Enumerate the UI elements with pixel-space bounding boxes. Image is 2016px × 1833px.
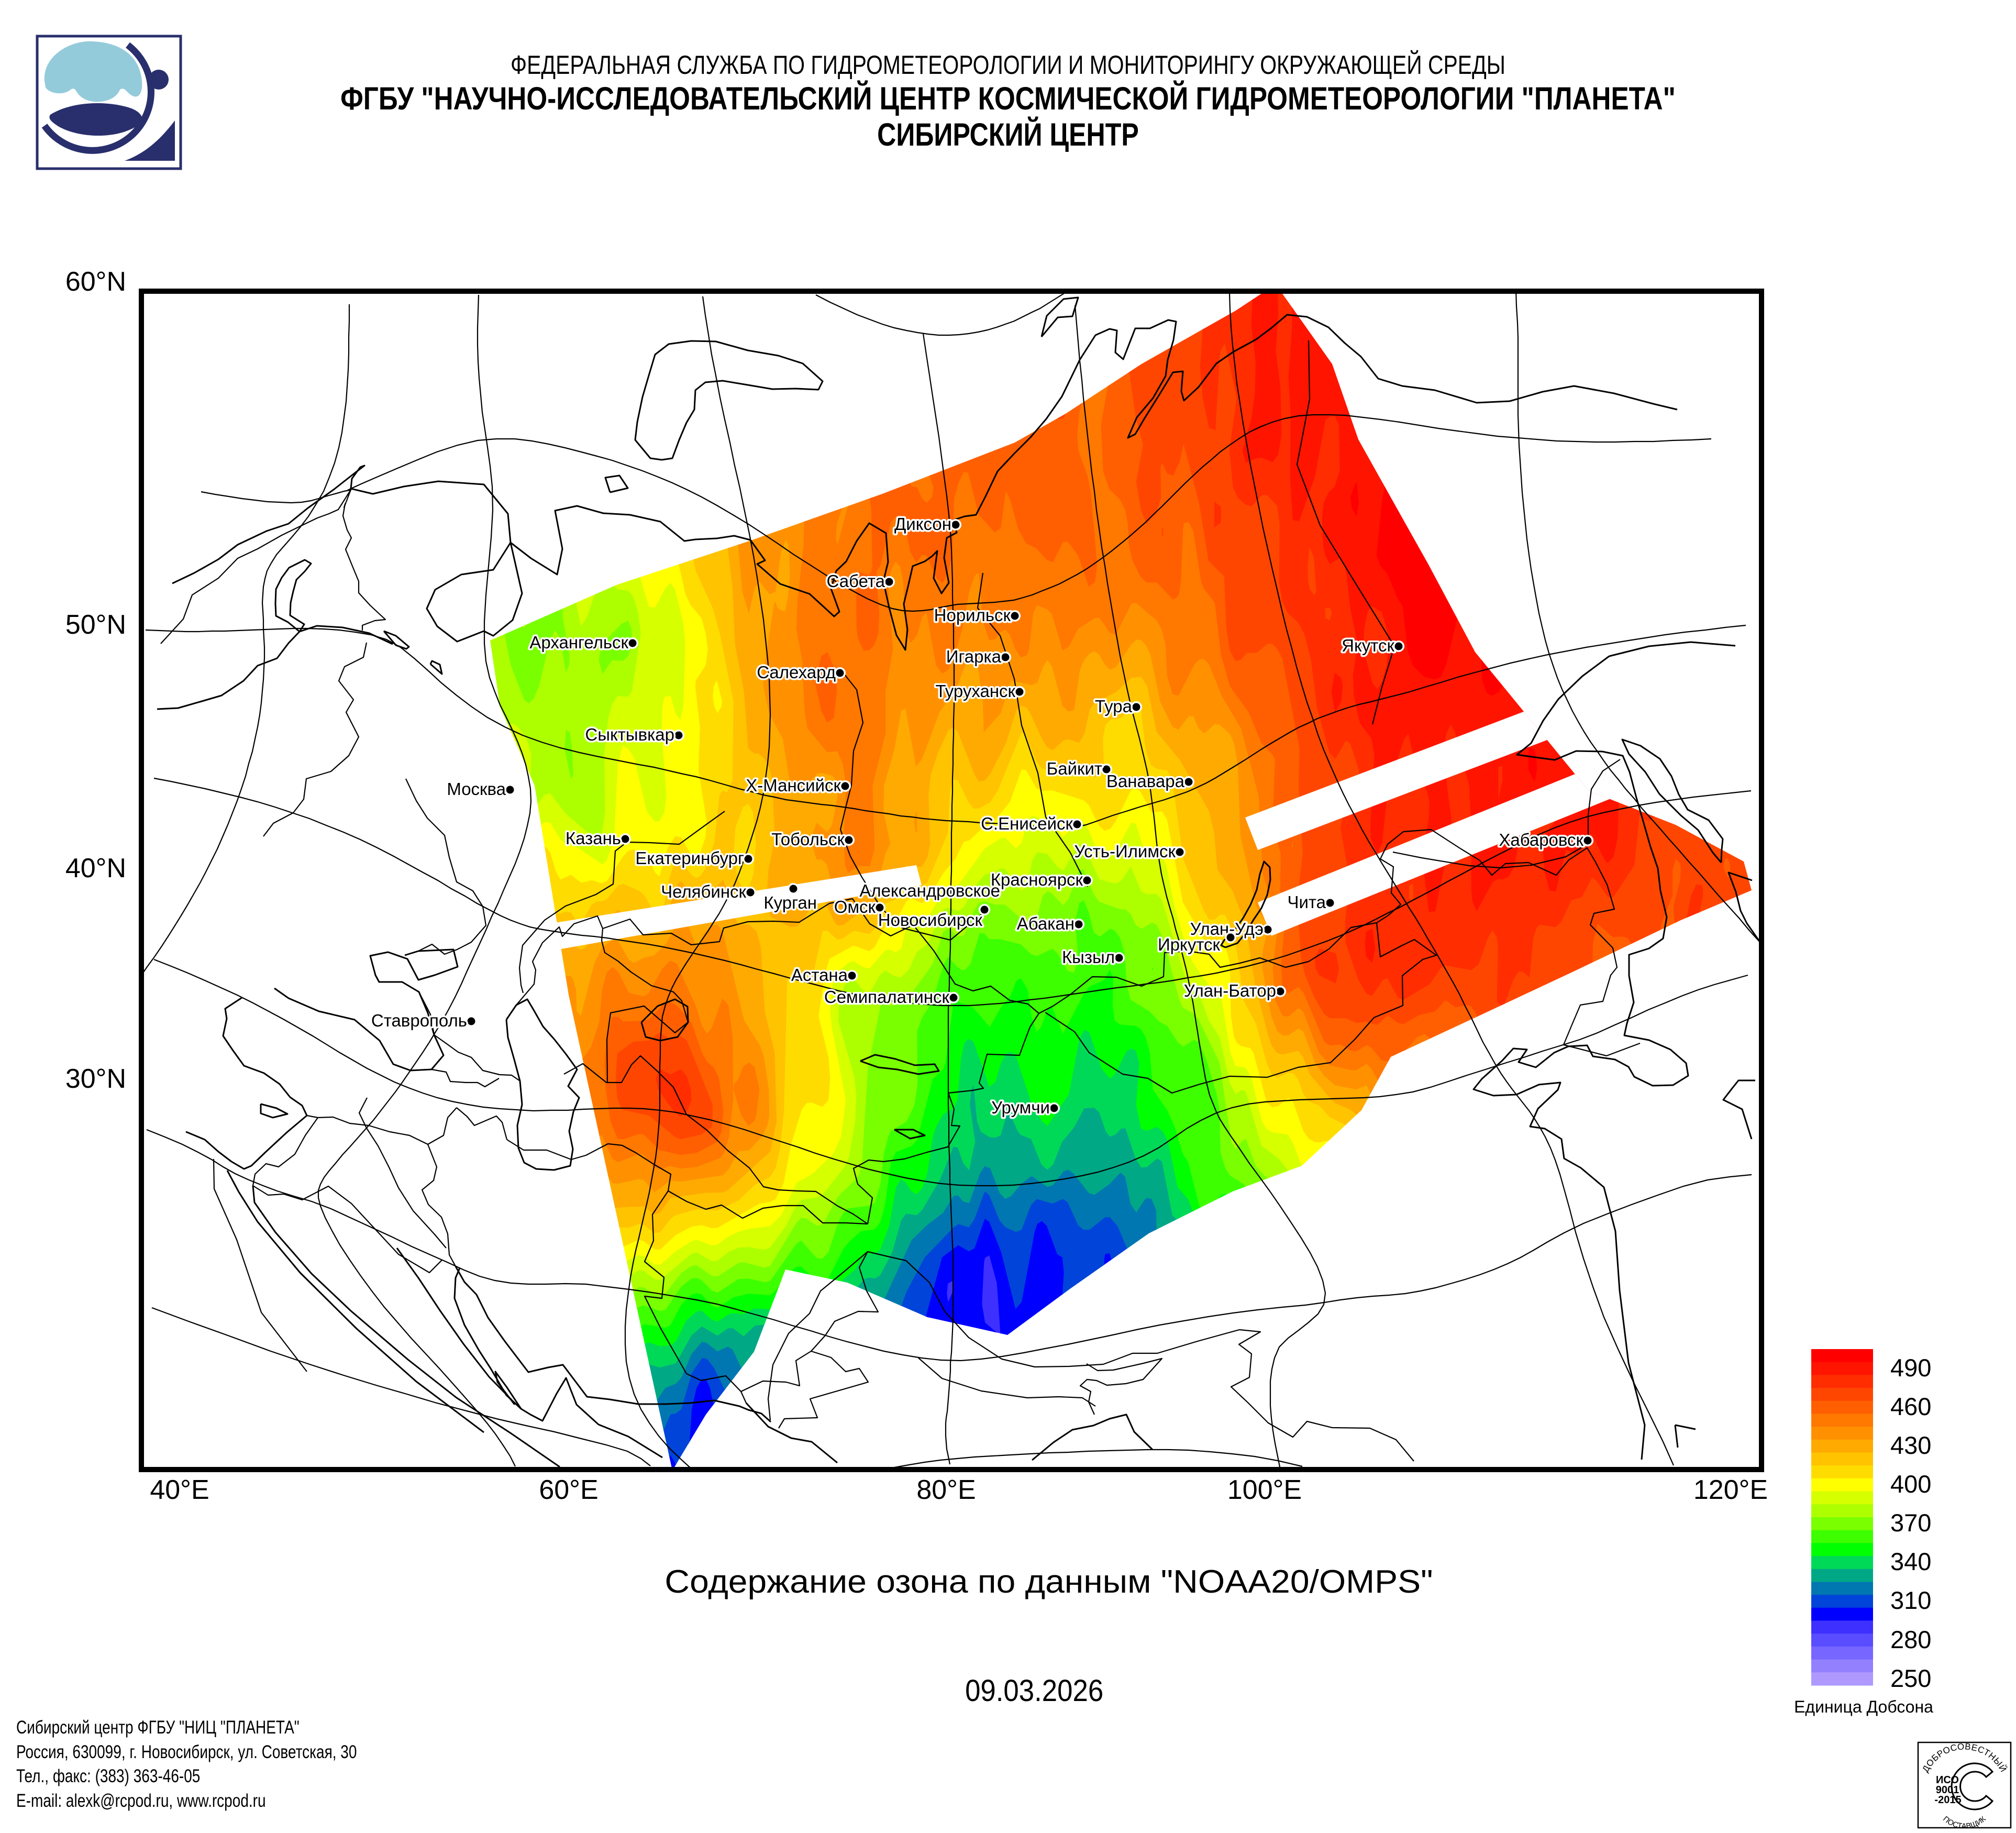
svg-text:Х-Мансийск: Х-Мансийск — [746, 776, 841, 795]
svg-text:50°N: 50°N — [65, 610, 126, 640]
svg-text:Единица Добсона: Единица Добсона — [1794, 1697, 1933, 1716]
svg-text:Ставрополь: Ставрополь — [371, 1011, 467, 1030]
svg-text:Сыктывкар: Сыктывкар — [585, 725, 674, 744]
svg-text:430: 430 — [1890, 1431, 1931, 1459]
svg-text:Иркутск: Иркутск — [1158, 935, 1221, 954]
svg-text:Казань: Казань — [566, 829, 621, 848]
svg-text:Урумчи: Урумчи — [991, 1098, 1050, 1117]
svg-text:280: 280 — [1890, 1626, 1931, 1653]
svg-text:ИСО: ИСО — [1936, 1774, 1959, 1786]
svg-text:Астана: Астана — [791, 965, 848, 985]
svg-text:Улан-Батор: Улан-Батор — [1184, 981, 1276, 1000]
svg-text:Курган: Курган — [763, 893, 817, 912]
svg-text:Новосибирск: Новосибирск — [878, 910, 983, 930]
svg-text:340: 340 — [1890, 1548, 1931, 1575]
svg-text:Абакан: Абакан — [1017, 914, 1075, 933]
svg-text:40°N: 40°N — [65, 853, 126, 884]
svg-text:310: 310 — [1890, 1586, 1931, 1614]
svg-text:Ванавара: Ванавара — [1106, 771, 1185, 791]
svg-text:100°E: 100°E — [1227, 1475, 1302, 1505]
svg-text:С.Енисейск: С.Енисейск — [981, 814, 1073, 833]
svg-text:Байкит: Байкит — [1047, 759, 1102, 778]
svg-text:Москва: Москва — [447, 779, 506, 799]
svg-text:40°E: 40°E — [150, 1475, 209, 1505]
svg-text:400: 400 — [1890, 1470, 1931, 1498]
svg-text:Челябинск: Челябинск — [661, 882, 746, 901]
svg-text:80°E: 80°E — [916, 1475, 976, 1505]
svg-text:Улан-Удэ: Улан-Удэ — [1190, 919, 1264, 938]
svg-text:Чита: Чита — [1287, 892, 1326, 912]
svg-text:120°E: 120°E — [1693, 1475, 1768, 1505]
svg-text:Хабаровск: Хабаровск — [1499, 830, 1583, 849]
svg-text:Игарка: Игарка — [946, 647, 1002, 666]
svg-text:460: 460 — [1890, 1393, 1931, 1420]
svg-text:490: 490 — [1890, 1354, 1931, 1382]
svg-text:Усть-Илимск: Усть-Илимск — [1074, 842, 1176, 861]
svg-text:Туруханск: Туруханск — [935, 681, 1015, 701]
svg-text:Салехард: Салехард — [757, 662, 836, 682]
svg-text:-2015: -2015 — [1934, 1794, 1961, 1806]
svg-text:Омск: Омск — [834, 897, 876, 916]
svg-text:Архангельск: Архангельск — [529, 633, 628, 652]
svg-text:Норильск: Норильск — [934, 605, 1011, 625]
svg-text:9001: 9001 — [1936, 1784, 1959, 1796]
svg-text:250: 250 — [1890, 1664, 1931, 1692]
svg-text:60°E: 60°E — [539, 1475, 598, 1505]
svg-text:Тура: Тура — [1095, 697, 1133, 716]
svg-text:Тобольск: Тобольск — [771, 830, 845, 849]
svg-text:Кызыл: Кызыл — [1062, 947, 1115, 967]
svg-text:370: 370 — [1890, 1509, 1931, 1537]
svg-text:Красноярск: Красноярск — [991, 870, 1083, 889]
svg-text:Якутск: Якутск — [1342, 636, 1394, 655]
svg-text:30°N: 30°N — [65, 1064, 126, 1094]
svg-text:Александровское: Александровское — [859, 881, 1000, 900]
svg-text:Диксон: Диксон — [894, 514, 951, 534]
svg-text:Екатеринбург: Екатеринбург — [635, 848, 744, 868]
svg-text:Семипалатинск: Семипалатинск — [824, 987, 950, 1007]
svg-text:Сабета: Сабета — [827, 571, 885, 591]
svg-text:60°N: 60°N — [65, 267, 126, 297]
